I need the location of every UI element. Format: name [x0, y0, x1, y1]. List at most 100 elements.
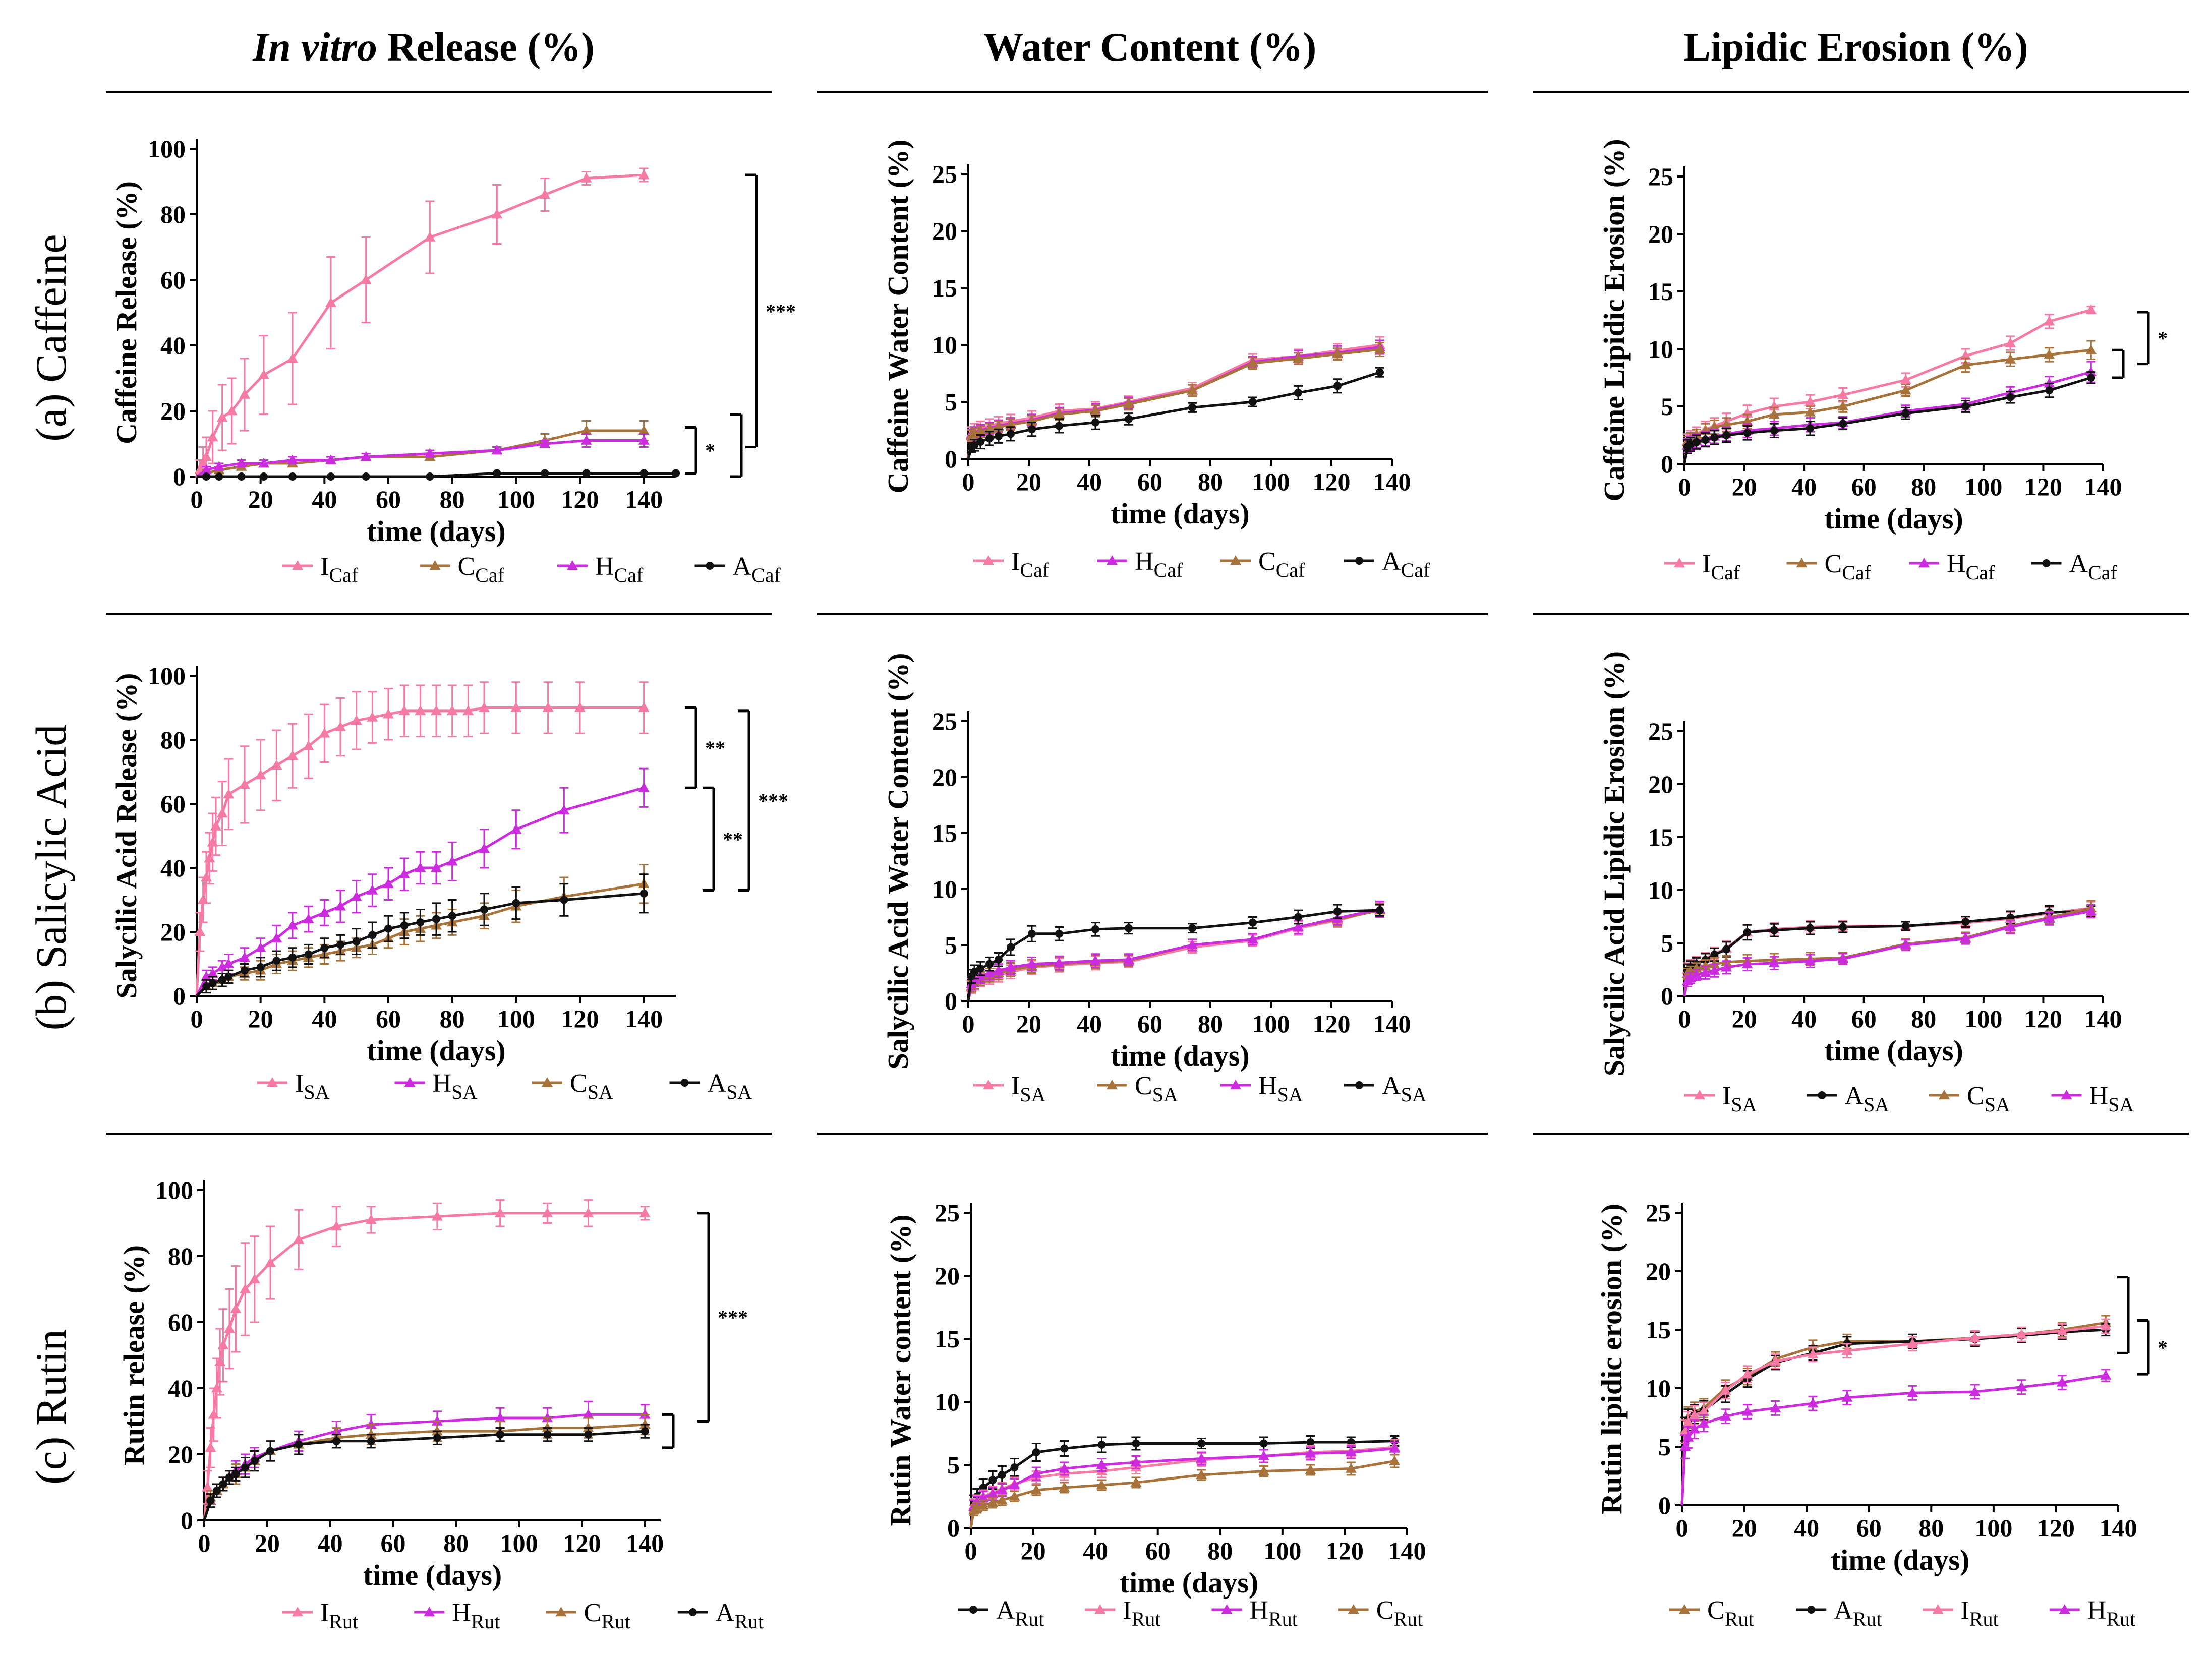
data-point [1709, 965, 1720, 975]
x-tick-label: 120 [1313, 467, 1351, 496]
x-tick-label: 60 [380, 1529, 405, 1557]
significance-bracket: ** [703, 786, 743, 892]
data-point [1741, 1406, 1753, 1416]
legend-label: IRut [1123, 1596, 1160, 1630]
x-tick-label: 0 [191, 485, 203, 513]
data-point [1837, 401, 1849, 411]
series-I [194, 681, 650, 996]
y-tick-label: 20 [935, 1262, 960, 1290]
data-point [995, 432, 1003, 440]
data-point [287, 750, 298, 760]
data-point [207, 837, 218, 847]
data-point [1722, 945, 1730, 954]
data-point [1055, 929, 1063, 938]
data-point [432, 915, 440, 923]
data-point [415, 705, 426, 716]
data-point [1837, 953, 1849, 963]
data-point [2085, 304, 2097, 314]
data-point [2005, 337, 2016, 347]
legend-symbol: A [733, 552, 752, 581]
legend-label: HRut [452, 1599, 500, 1633]
legend-symbol: H [595, 552, 614, 581]
data-point [335, 901, 346, 911]
legend-label: CRut [1707, 1596, 1754, 1630]
data-point [583, 1207, 594, 1218]
data-point [1691, 969, 1702, 979]
data-point [1188, 924, 1196, 932]
data-point [1032, 1448, 1040, 1456]
x-tick-label: 100 [497, 485, 535, 513]
x-tick-label: 100 [500, 1529, 538, 1557]
data-point [1684, 972, 1696, 982]
data-point [1768, 957, 1780, 968]
legend-subscript: Caf [329, 564, 358, 586]
data-point [496, 1430, 504, 1439]
y-tick-label: 40 [168, 1374, 193, 1402]
legend-marker [2061, 1090, 2072, 1100]
data-point [1389, 1455, 1401, 1465]
column-title-erosion: Lipidic Erosion (%) [1683, 25, 2028, 70]
data-point [231, 1470, 240, 1478]
data-point [1197, 1439, 1206, 1448]
data-point [1374, 344, 1385, 354]
data-point [208, 979, 217, 987]
data-point [493, 469, 501, 478]
y-tick-label: 15 [932, 819, 957, 847]
legend-label: ISA [1011, 1072, 1046, 1106]
legend-subscript: Caf [1842, 561, 1871, 584]
data-point [265, 1257, 276, 1267]
legend-subscript: SA [1152, 1083, 1178, 1106]
legend-marker [292, 1607, 303, 1617]
data-point [971, 1502, 983, 1512]
legend-marker [1939, 1090, 1950, 1100]
data-point [1345, 1463, 1357, 1473]
data-point [287, 353, 298, 363]
legend-label: CRut [1376, 1596, 1423, 1630]
data-point [424, 448, 436, 458]
legend-symbol: A [716, 1599, 735, 1627]
legend-subscript: SA [1731, 1093, 1757, 1116]
legend-subscript: Rut [471, 1610, 500, 1633]
legend-subscript: Caf [1966, 561, 1995, 584]
legend-subscript: Caf [2088, 561, 2117, 584]
series-I [194, 167, 650, 478]
legend-symbol: I [1011, 1072, 1020, 1100]
significance-bracket [2112, 348, 2125, 379]
significance-label: *** [758, 790, 788, 812]
chart-b-erosion: 0 5 10 15 20 25 0 20 40 60 80 100 120 140 time (days) S… [1598, 651, 2134, 1116]
x-tick-label: 0 [1678, 1004, 1691, 1033]
data-point [204, 852, 215, 863]
legend-symbol: A [996, 1596, 1015, 1625]
legend-symbol: C [1258, 547, 1276, 576]
data-point [462, 705, 474, 716]
y-tick-label: 0 [173, 462, 186, 491]
data-point [207, 432, 218, 442]
data-point [223, 1323, 235, 1333]
data-point [288, 472, 297, 481]
series-H [966, 339, 1385, 459]
x-tick-label: 60 [1137, 467, 1162, 496]
data-point [2085, 344, 2097, 354]
legend-symbol: A [1382, 1072, 1401, 1100]
data-point [271, 759, 282, 770]
series-C [203, 1413, 651, 1521]
data-point [241, 966, 249, 975]
data-point [367, 712, 378, 722]
data-point [1743, 928, 1752, 936]
y-axis-label: Rutin lipidic erosion (%) [1595, 1204, 1628, 1514]
series-C [196, 420, 650, 478]
chart-c-water: 0 5 10 15 20 25 0 20 40 60 80 100 120 140 time (days) R… [884, 1199, 1426, 1630]
legend-label: CCaf [1258, 547, 1305, 581]
x-axis-label: time (days) [367, 1034, 505, 1067]
data-point [1376, 906, 1384, 915]
y-tick-label: 0 [1661, 982, 1673, 1010]
x-tick-label: 80 [443, 1529, 469, 1557]
data-point [2100, 1370, 2112, 1380]
data-point [295, 1440, 303, 1449]
data-point [479, 843, 490, 853]
x-tick-label: 0 [191, 1004, 203, 1033]
legend-label: ARut [1834, 1596, 1882, 1630]
y-tick-label: 10 [1646, 1374, 1671, 1402]
data-point [1097, 1441, 1106, 1449]
y-tick-label: 5 [947, 1451, 960, 1479]
